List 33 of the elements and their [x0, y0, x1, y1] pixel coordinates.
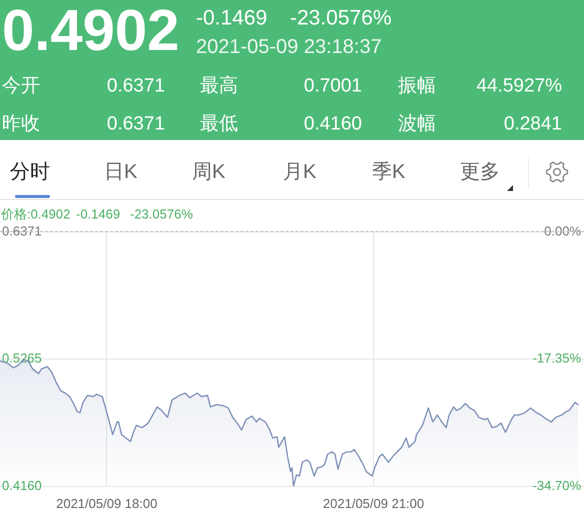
text: 最高	[200, 76, 238, 96]
y-tick-label: 0.6371	[2, 223, 42, 238]
text: 0.6371	[106, 114, 165, 134]
text: 分时	[10, 161, 50, 183]
text: 月K	[283, 161, 316, 183]
y2-tick-label: -17.35%	[532, 350, 582, 366]
x-tick-label: 2021/05/09 21:00	[322, 496, 424, 511]
text: 0.4160	[304, 114, 362, 134]
text: 振幅	[398, 76, 436, 96]
text: 价格:0.4902	[1, 206, 70, 222]
text: 0.6371	[106, 76, 165, 96]
y2-tick-label: 0.00%	[544, 223, 582, 238]
text: 波幅	[398, 114, 436, 134]
text: -0.1469	[76, 206, 120, 222]
text: 昨收	[2, 114, 40, 134]
text: 更多	[460, 161, 500, 183]
text: 0.7001	[304, 76, 362, 96]
text: 日K	[104, 161, 138, 183]
text: 最低	[200, 114, 238, 134]
x-tick-label: 2021/05/09 18:00	[56, 496, 158, 511]
text: -0.1469	[196, 6, 268, 30]
text: 0.2841	[504, 114, 562, 134]
text: 今开	[2, 76, 40, 96]
text: 44.5927%	[476, 76, 562, 96]
y-tick-label: 0.4160	[2, 478, 42, 493]
text: -23.0576%	[290, 6, 392, 30]
text: -23.0576%	[130, 206, 193, 222]
y2-tick-label: -34.70%	[532, 478, 582, 493]
text: 0.4902	[2, 0, 180, 63]
text: 周K	[192, 161, 226, 183]
text: 季K	[372, 161, 406, 183]
y-tick-label: 0.5265	[2, 350, 42, 366]
text: 2021-05-09 23:18:37	[196, 36, 382, 58]
